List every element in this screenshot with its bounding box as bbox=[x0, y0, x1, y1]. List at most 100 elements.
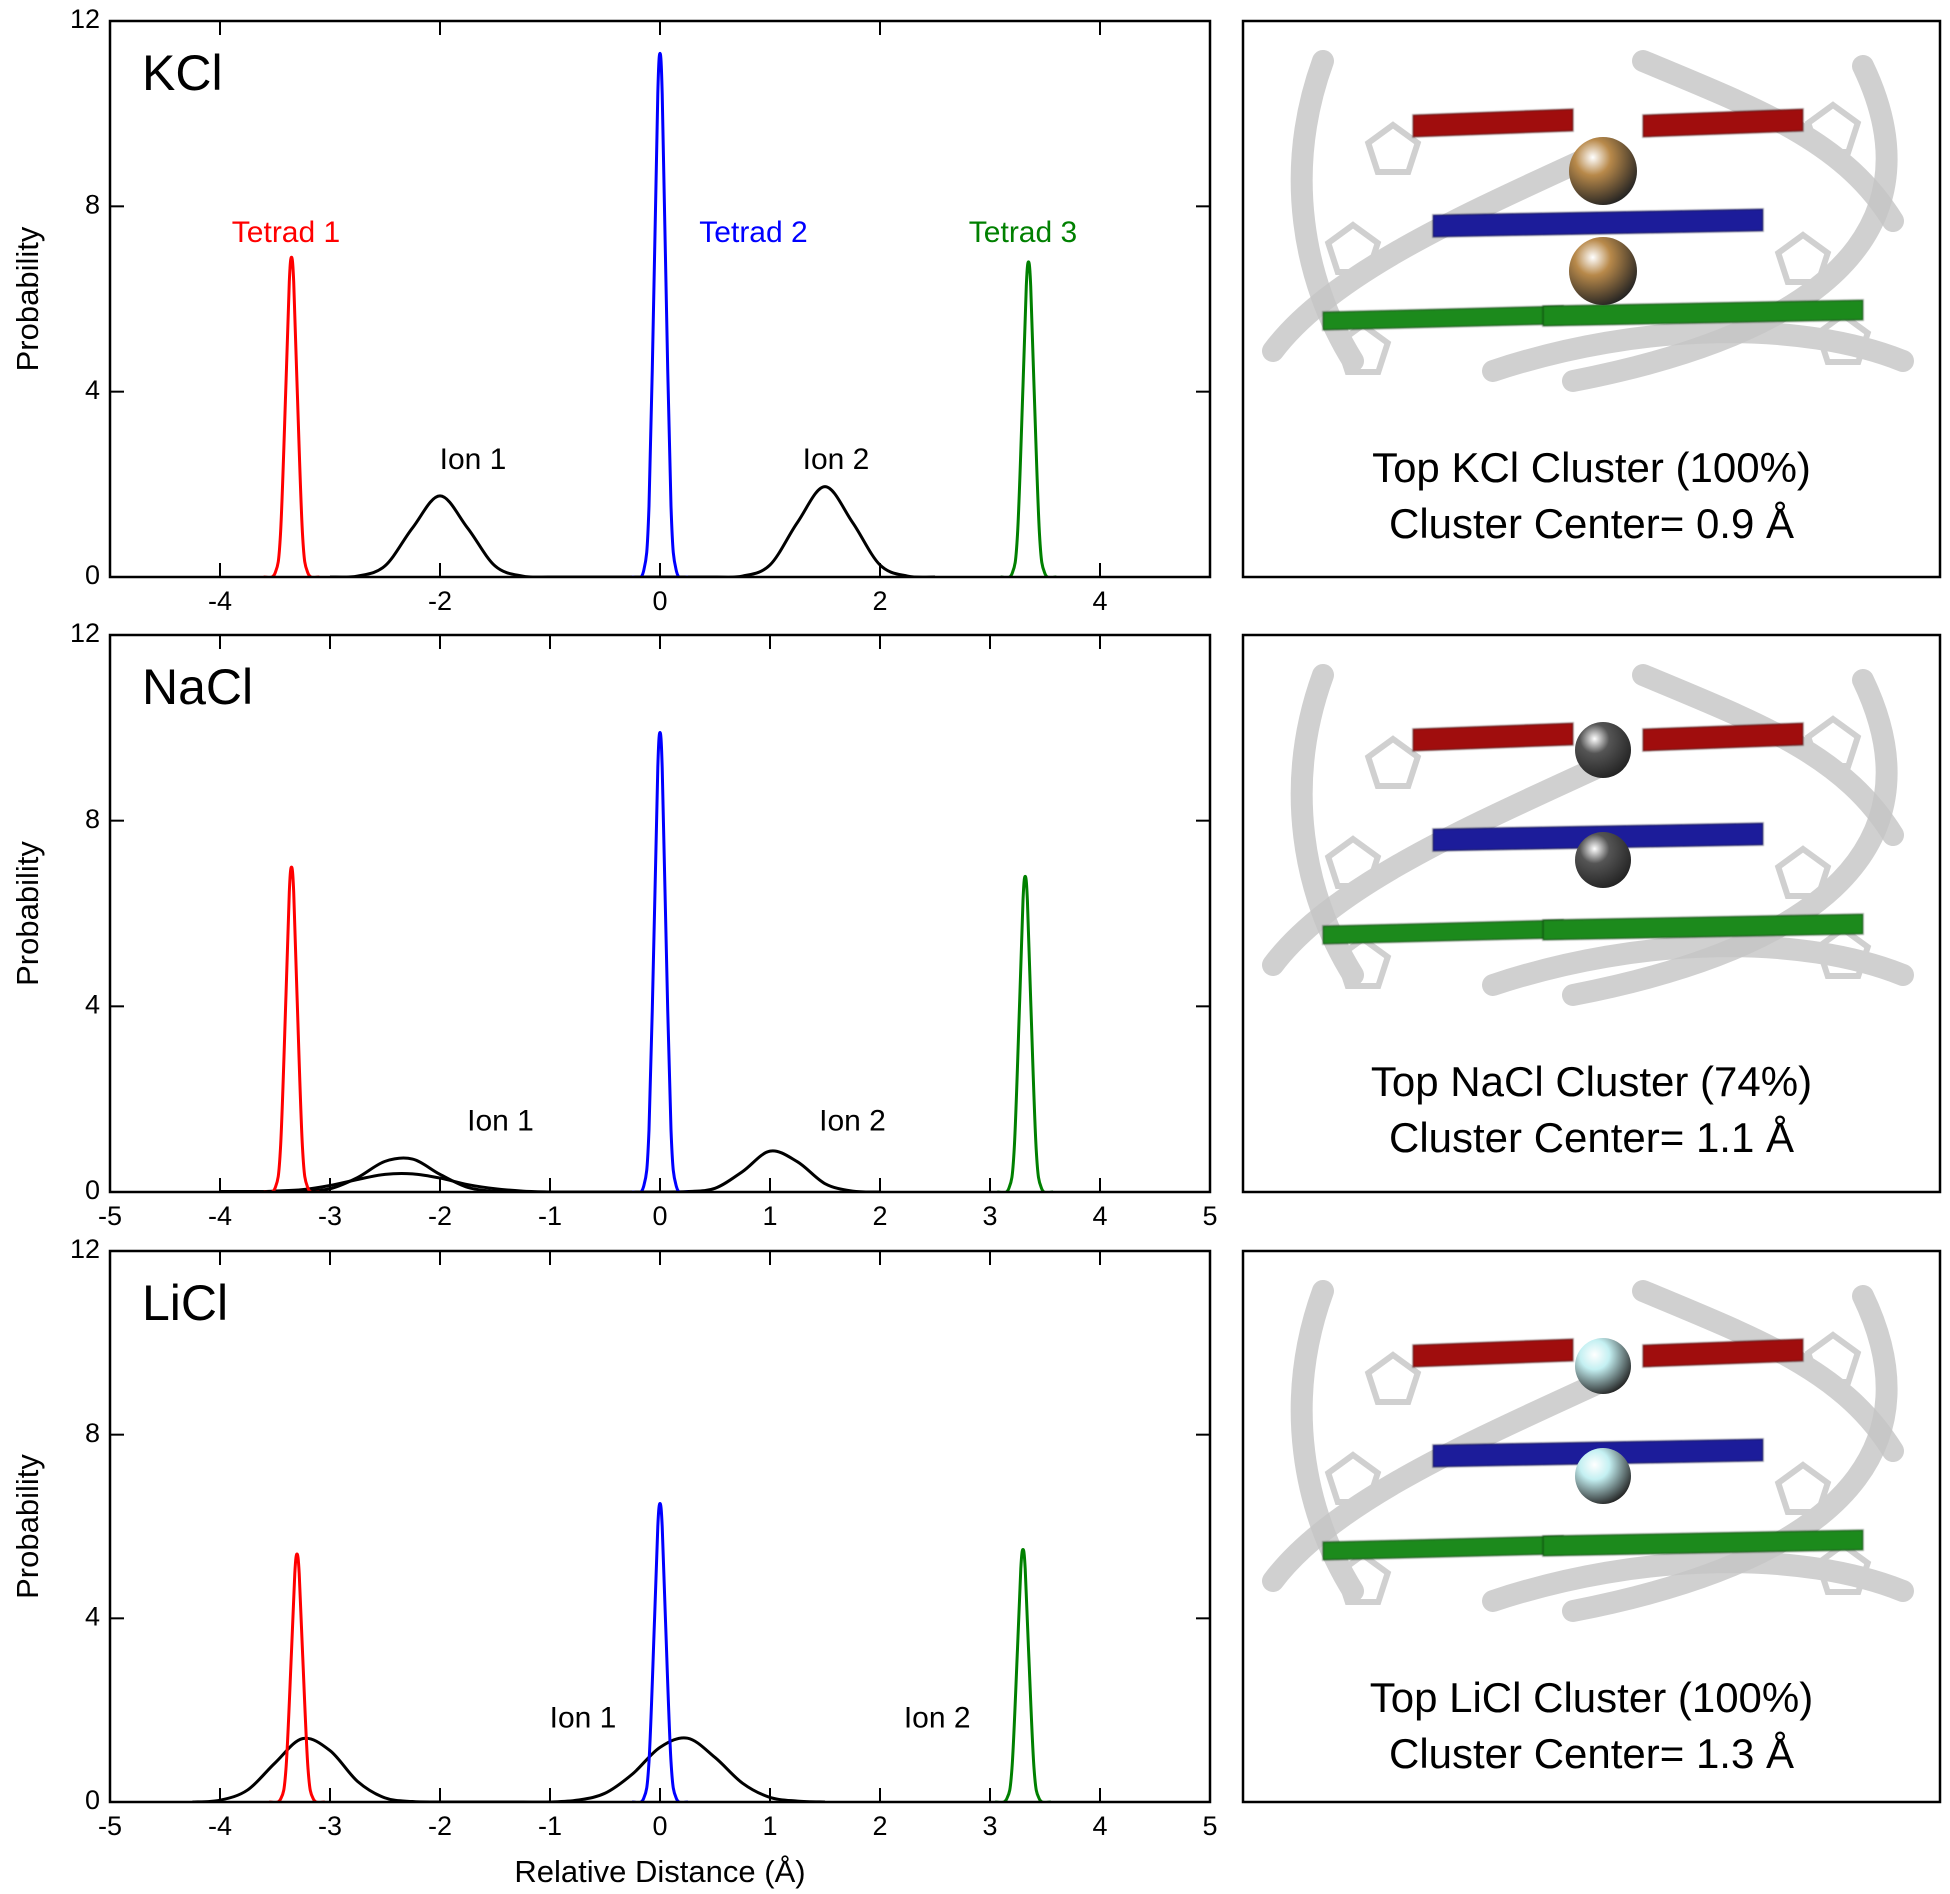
base-plate bbox=[1642, 1337, 1804, 1369]
base-plate bbox=[1542, 1528, 1864, 1558]
series-line bbox=[995, 1547, 1051, 1802]
x-tick-label: -5 bbox=[98, 1811, 122, 1841]
sugar-ring bbox=[1814, 1541, 1872, 1596]
backbone bbox=[1482, 321, 1914, 382]
ion bbox=[1575, 1448, 1631, 1504]
backbone bbox=[1262, 1370, 1614, 1592]
x-tick-label: 2 bbox=[872, 1201, 887, 1231]
x-tick-label: -2 bbox=[428, 1201, 452, 1231]
sugar-ring bbox=[1804, 1331, 1862, 1386]
sugar-ring bbox=[1324, 835, 1382, 890]
x-tick-label: 0 bbox=[652, 586, 667, 616]
plot-frame bbox=[108, 19, 1212, 579]
y-axis-label: Probability bbox=[10, 226, 45, 371]
caption: Cluster Center= 1.3 Å bbox=[1389, 1730, 1794, 1777]
x-tick-label: 1 bbox=[762, 1201, 777, 1231]
y-tick-label: 4 bbox=[85, 1601, 100, 1631]
series-line bbox=[632, 1502, 688, 1802]
x-tick-label: 2 bbox=[872, 586, 887, 616]
x-tick-label: -2 bbox=[428, 1811, 452, 1841]
sugar-ring bbox=[1774, 1461, 1832, 1516]
x-tick-label: 5 bbox=[1202, 1811, 1217, 1841]
annotation: Ion 2 bbox=[904, 1701, 971, 1734]
plot: 0 4 8 12 -4 -2 0 2 4 KCl Probability Tetrad 1 Tetrad… bbox=[10, 4, 1212, 616]
plot-frame bbox=[108, 1249, 1212, 1804]
backbone bbox=[1262, 754, 1614, 976]
annotation: Ion 2 bbox=[803, 443, 870, 476]
series-group bbox=[219, 730, 1054, 1192]
ion bbox=[1569, 237, 1637, 305]
y-tick-label: 0 bbox=[85, 560, 100, 590]
sugar-ring bbox=[1814, 311, 1872, 366]
panel-label: LiCl bbox=[142, 1275, 228, 1331]
annotation: Ion 1 bbox=[550, 1701, 617, 1734]
series-line bbox=[263, 255, 320, 577]
structure-panel: Top LiCl Cluster (100%) Cluster Center= 1… bbox=[1241, 1249, 1942, 1804]
sugar-ring bbox=[1364, 121, 1422, 176]
annotation: Tetrad 1 bbox=[232, 216, 340, 249]
y-tick-label: 0 bbox=[85, 1175, 100, 1205]
annotation: Tetrad 3 bbox=[969, 216, 1077, 249]
series-group bbox=[263, 51, 1057, 577]
x-tick-label: -5 bbox=[98, 1201, 122, 1231]
series-line bbox=[192, 1736, 826, 1802]
base-plate bbox=[1432, 207, 1764, 239]
y-axis-label: Probability bbox=[10, 1454, 45, 1599]
sugar-ring bbox=[1334, 1551, 1392, 1606]
sugar-ring bbox=[1334, 321, 1392, 376]
series-line bbox=[631, 730, 689, 1192]
x-tick-label: -1 bbox=[538, 1811, 562, 1841]
base-plate bbox=[1542, 912, 1864, 942]
series-line bbox=[220, 1172, 551, 1192]
ion bbox=[1575, 1338, 1631, 1394]
x-tick-label: 2 bbox=[872, 1811, 887, 1841]
ion bbox=[1569, 137, 1637, 205]
y-tick-label: 12 bbox=[70, 4, 100, 34]
backbone bbox=[1482, 1551, 1914, 1612]
sugar-ring bbox=[1804, 101, 1862, 156]
y-tick-label: 4 bbox=[85, 989, 100, 1019]
sugar-ring bbox=[1334, 935, 1392, 990]
y-tick-label: 8 bbox=[85, 189, 100, 219]
backbone bbox=[1562, 55, 1898, 392]
x-tick-label: 5 bbox=[1202, 1201, 1217, 1231]
structure-panel: Top KCl Cluster (100%) Cluster Center= 0.… bbox=[1241, 19, 1942, 579]
sugar-ring bbox=[1324, 221, 1382, 276]
y-axis-label: Probability bbox=[10, 841, 45, 986]
x-axis-label: Relative Distance (Å) bbox=[514, 1854, 805, 1889]
x-tick-label: -4 bbox=[208, 1201, 232, 1231]
series-line bbox=[1000, 260, 1057, 577]
backbone bbox=[1562, 1285, 1898, 1622]
annotation: Ion 2 bbox=[819, 1104, 886, 1137]
backbone bbox=[1482, 935, 1914, 996]
structure-panel: Top NaCl Cluster (74%) Cluster Center= 1.… bbox=[1241, 633, 1942, 1194]
caption: Top LiCl Cluster (100%) bbox=[1370, 1674, 1814, 1721]
plot-frame bbox=[108, 633, 1212, 1194]
base-plate bbox=[1412, 107, 1574, 139]
base-plate bbox=[1642, 107, 1804, 139]
series-line bbox=[219, 1149, 881, 1192]
panel-label: NaCl bbox=[142, 659, 253, 715]
x-tick-label: -1 bbox=[538, 1201, 562, 1231]
series-line bbox=[329, 485, 936, 577]
base-plate bbox=[1412, 721, 1574, 753]
x-tick-label: 4 bbox=[1092, 586, 1107, 616]
x-tick-label: 4 bbox=[1092, 1811, 1107, 1841]
x-tick-label: 3 bbox=[982, 1811, 997, 1841]
sugar-ring bbox=[1774, 845, 1832, 900]
y-tick-label: 12 bbox=[70, 618, 100, 648]
sugar-ring bbox=[1804, 715, 1862, 770]
caption: Cluster Center= 0.9 Å bbox=[1389, 500, 1794, 547]
caption: Cluster Center= 1.1 Å bbox=[1389, 1114, 1794, 1161]
x-tick-label: 0 bbox=[652, 1811, 667, 1841]
sugar-ring bbox=[1814, 925, 1872, 980]
panel-label: KCl bbox=[142, 45, 223, 101]
x-tick-label: -3 bbox=[318, 1201, 342, 1231]
sugar-ring bbox=[1324, 1451, 1382, 1506]
annotation: Ion 1 bbox=[467, 1104, 534, 1137]
x-tick-label: -4 bbox=[208, 1811, 232, 1841]
y-tick-label: 4 bbox=[85, 375, 100, 405]
y-tick-label: 12 bbox=[70, 1234, 100, 1264]
